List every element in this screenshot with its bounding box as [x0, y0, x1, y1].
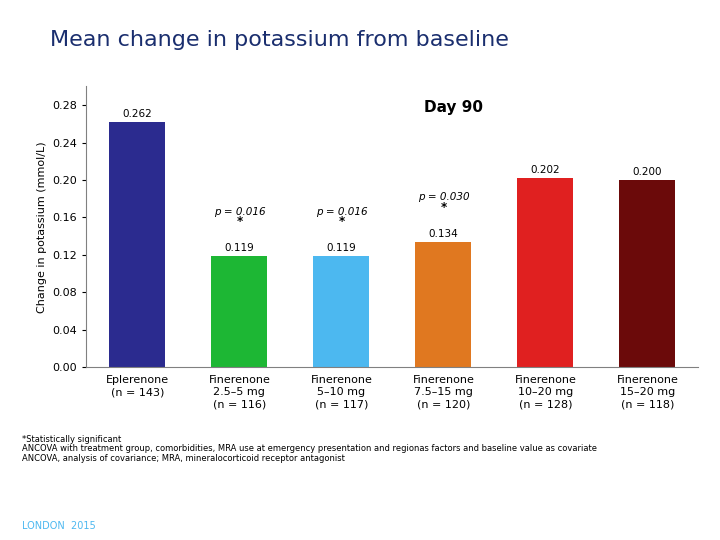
Text: Day 90: Day 90 — [424, 100, 483, 116]
Bar — [313, 256, 369, 367]
Bar — [518, 178, 573, 367]
Text: Mean change in potassium from baseline: Mean change in potassium from baseline — [50, 30, 509, 50]
Text: Hot Line presentation: Hot Line presentation — [284, 509, 436, 522]
Text: 0.200: 0.200 — [633, 167, 662, 177]
Text: 0.119: 0.119 — [327, 243, 356, 253]
Text: *: * — [338, 215, 345, 228]
Text: p = 0.016: p = 0.016 — [214, 206, 265, 217]
Text: *: * — [440, 201, 446, 214]
Text: 0.119: 0.119 — [225, 243, 254, 253]
Text: *: * — [236, 215, 243, 228]
Text: www.escardio.org/ESC2015: www.escardio.org/ESC2015 — [565, 511, 698, 521]
Bar — [415, 242, 472, 367]
Text: p = 0.016: p = 0.016 — [315, 206, 367, 217]
Y-axis label: Change in potassium (mmol/L): Change in potassium (mmol/L) — [37, 141, 47, 313]
Text: ANCOVA with treatment group, comorbidities, MRA use at emergency presentation an: ANCOVA with treatment group, comorbiditi… — [22, 444, 597, 454]
Text: ESC CONGRESS: ESC CONGRESS — [22, 501, 111, 511]
Text: 0.262: 0.262 — [122, 109, 152, 119]
Bar — [109, 122, 166, 367]
Text: LONDON  2015: LONDON 2015 — [22, 522, 95, 531]
Text: ANCOVA, analysis of covariance; MRA, mineralocorticoid receptor antagonist: ANCOVA, analysis of covariance; MRA, min… — [22, 454, 344, 463]
Text: p = 0.030: p = 0.030 — [418, 192, 469, 202]
Text: 0.134: 0.134 — [428, 229, 458, 239]
Bar — [619, 180, 675, 367]
Bar — [212, 256, 267, 367]
Text: *Statistically significant: *Statistically significant — [22, 435, 121, 444]
Text: 0.202: 0.202 — [531, 165, 560, 176]
